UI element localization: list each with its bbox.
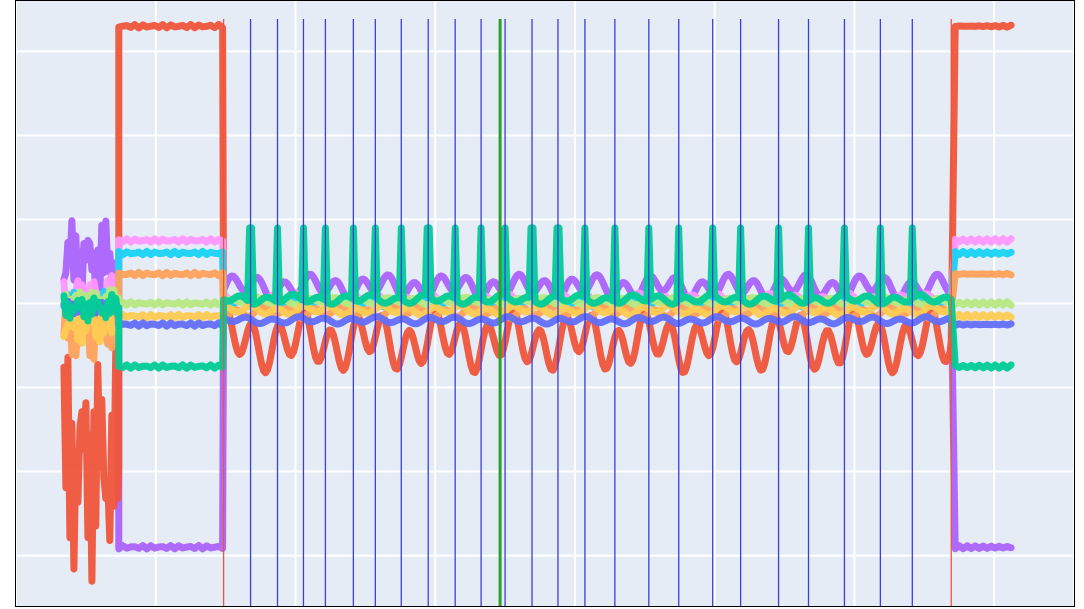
chart-frame [15, 0, 1075, 607]
vertical-markers [222, 19, 952, 606]
series-line [60, 224, 1015, 372]
series-group [60, 21, 1015, 585]
series-line [60, 301, 1015, 347]
series-line [60, 217, 1015, 553]
series-line [60, 21, 1015, 585]
series-line [60, 297, 1015, 330]
line-chart [16, 1, 1074, 606]
